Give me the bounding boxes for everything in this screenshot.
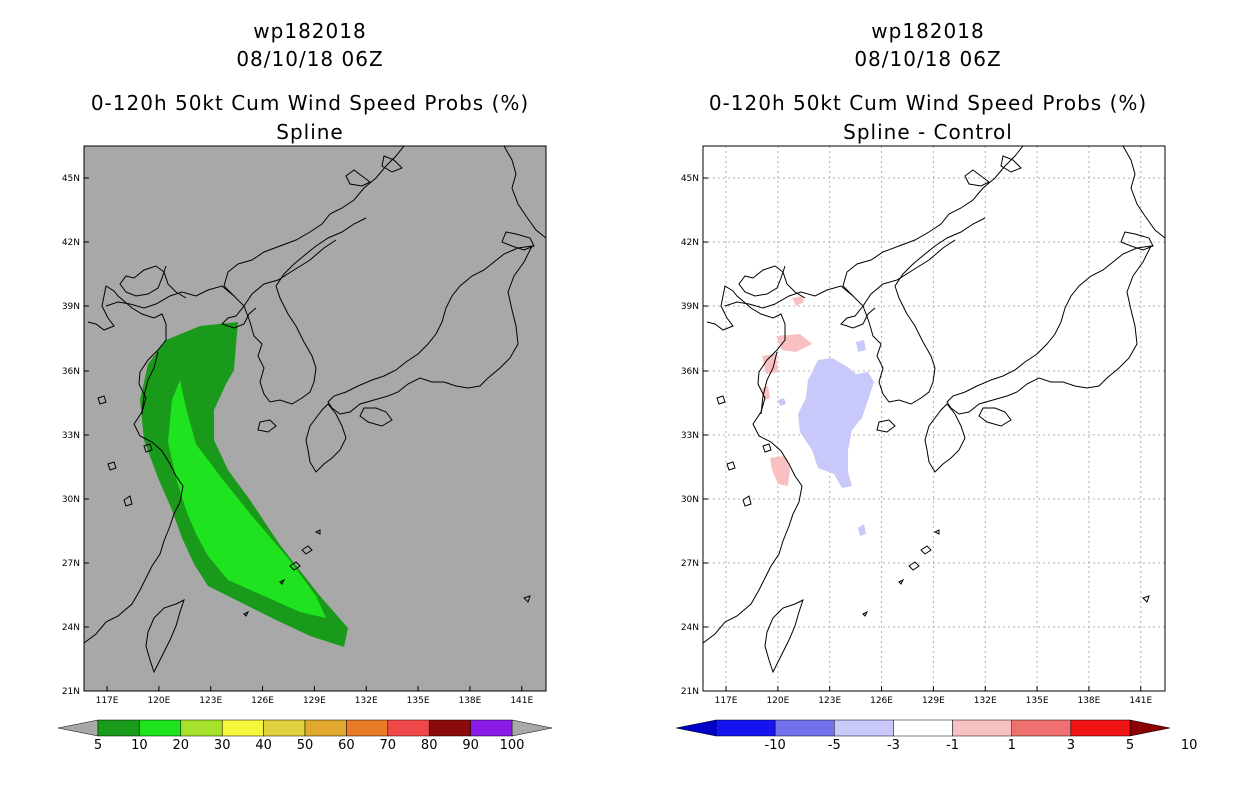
right-title-date: 08/10/18 06Z (854, 47, 1002, 71)
lon-tick-label: 132E (974, 696, 997, 706)
lon-tick-label: 141E (1129, 696, 1152, 706)
colorbar-swatch (893, 719, 953, 737)
colorbar-swatch (470, 719, 513, 737)
lat-tick-label: 24N (62, 623, 80, 633)
colorbar-swatch (715, 719, 776, 737)
lon-tick-label: 117E (715, 696, 738, 706)
left-title-date: 08/10/18 06Z (236, 47, 384, 71)
lat-tick-label: 36N (62, 367, 80, 377)
colorbar-swatch (139, 719, 182, 737)
colorbar-label: 40 (255, 738, 272, 753)
lat-tick-label: 21N (681, 687, 699, 697)
lat-tick-label: 24N (681, 623, 699, 633)
left-title-method: Spline (276, 120, 344, 144)
lat-tick-label: 27N (681, 559, 699, 569)
lat-tick-label: 30N (681, 495, 699, 505)
lat-tick-label: 39N (62, 302, 80, 312)
right-title-product: 0-120h 50kt Cum Wind Speed Probs (%) (708, 91, 1148, 115)
lon-tick-label: 120E (147, 696, 170, 706)
colorbar-label: 1 (1008, 738, 1016, 753)
lon-tick-label: 138E (1077, 696, 1100, 706)
colorbar-swatch (221, 719, 264, 737)
colorbar-label: 60 (338, 738, 355, 753)
colorbar-label: 90 (462, 738, 479, 753)
lat-tick-label: 33N (681, 431, 699, 441)
lat-tick-label: 36N (681, 367, 699, 377)
colorbar-swatch (263, 719, 306, 737)
colorbar-label: -10 (765, 738, 786, 753)
lon-tick-label: 135E (1026, 696, 1049, 706)
left-map: 45N 42N 39N 36N 33N 30N 27N 24N 21N 117E 120E 123E 1… (62, 145, 547, 706)
left-axis-ticks: 45N 42N 39N 36N 33N 30N 27N 24N 21N 117E 120E 123E 1… (62, 174, 534, 706)
lon-tick-label: 132E (355, 696, 378, 706)
colorbar-label: 50 (297, 738, 314, 753)
colorbar-label: 5 (1126, 738, 1134, 753)
lon-tick-label: 141E (510, 696, 533, 706)
colorbar-swatch (834, 719, 894, 737)
colorbar-swatch (180, 719, 223, 737)
lon-tick-label: 135E (407, 696, 430, 706)
lat-tick-label: 39N (681, 302, 699, 312)
right-map-grid (703, 146, 1165, 691)
colorbar-label: -1 (946, 738, 959, 753)
lat-tick-label: 27N (62, 559, 80, 569)
lon-tick-label: 123E (818, 696, 841, 706)
lon-tick-label: 126E (251, 696, 274, 706)
right-diff-negative (798, 358, 874, 488)
lon-tick-label: 117E (96, 696, 119, 706)
colorbar-label: 80 (421, 738, 438, 753)
right-title-storm: wp182018 (871, 19, 985, 43)
right-map: 45N 42N 39N 36N 33N 30N 27N 24N 21N 117E 120E 123E 1… (681, 145, 1166, 706)
lat-tick-label: 45N (62, 174, 80, 184)
lon-tick-label: 123E (199, 696, 222, 706)
lon-tick-label: 120E (766, 696, 789, 706)
lon-tick-label: 126E (870, 696, 893, 706)
colorbar-swatch (97, 719, 140, 737)
colorbar-swatch (1070, 719, 1131, 737)
lat-tick-label: 42N (681, 238, 699, 248)
left-title-product: 0-120h 50kt Cum Wind Speed Probs (%) (90, 91, 530, 115)
lat-tick-label: 42N (62, 238, 80, 248)
lat-tick-label: 45N (681, 174, 699, 184)
colorbar-label: 10 (131, 738, 148, 753)
right-title-method: Spline - Control (843, 120, 1013, 144)
right-axis-ticks: 45N 42N 39N 36N 33N 30N 27N 24N 21N 117E 120E 123E 1… (681, 174, 1153, 706)
colorbar-swatch (387, 719, 430, 737)
colorbar-label: -5 (828, 738, 841, 753)
lat-tick-label: 30N (62, 495, 80, 505)
colorbar-swatch (346, 719, 389, 737)
colorbar-label: 5 (94, 738, 102, 753)
left-title-storm: wp182018 (253, 19, 367, 43)
colorbar-swatch (1011, 719, 1072, 737)
lon-tick-label: 129E (922, 696, 945, 706)
colorbar-label: 20 (173, 738, 190, 753)
colorbar-label: 70 (380, 738, 397, 753)
colorbar-label: -3 (887, 738, 900, 753)
lat-tick-label: 33N (62, 431, 80, 441)
colorbar-swatch (952, 719, 1012, 737)
colorbar-label: 100 (500, 738, 525, 753)
right-map-background (703, 146, 1165, 691)
left-prob-outer (140, 322, 348, 647)
colorbar-swatch (774, 719, 835, 737)
colorbar-label: 10 (1181, 738, 1198, 753)
colorbar-swatch (304, 719, 347, 737)
colorbar-label: 3 (1067, 738, 1075, 753)
lon-tick-label: 129E (303, 696, 326, 706)
lat-tick-label: 21N (62, 687, 80, 697)
colorbar-label: 30 (214, 738, 231, 753)
left-prob-inner (168, 380, 326, 618)
right-colorbar: -10 -5 -3 -1 1 3 5 10 (675, 719, 1198, 753)
lon-tick-label: 138E (458, 696, 481, 706)
colorbar-swatch (428, 719, 471, 737)
left-colorbar: 5 10 20 30 40 50 60 70 80 90 100 (57, 719, 553, 753)
